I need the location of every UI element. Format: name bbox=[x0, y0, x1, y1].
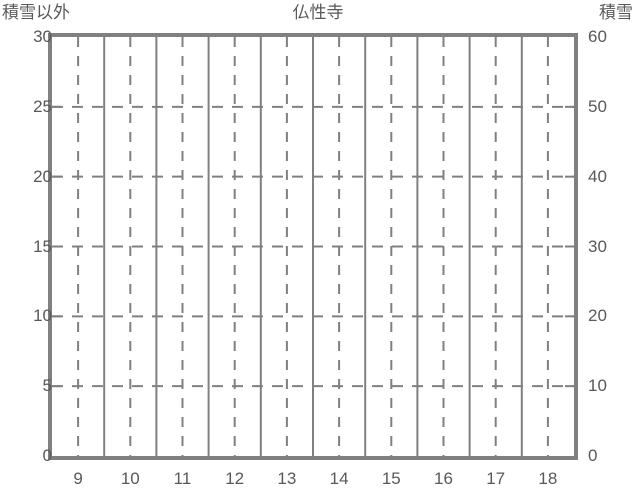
left-tick-25: 25 bbox=[33, 96, 52, 116]
x-tick-14: 14 bbox=[329, 469, 349, 488]
plot-area bbox=[48, 33, 578, 460]
x-tick-13: 13 bbox=[277, 469, 297, 488]
chart-title: 仏性寺 bbox=[292, 3, 344, 22]
right-tick-30: 30 bbox=[588, 236, 607, 256]
left-tick-10: 10 bbox=[33, 306, 52, 326]
x-tick-10: 10 bbox=[120, 469, 140, 488]
right-tick-40: 40 bbox=[588, 166, 607, 186]
x-tick-15: 15 bbox=[381, 469, 401, 488]
x-tick-12: 12 bbox=[225, 469, 245, 488]
x-tick-9: 9 bbox=[73, 469, 83, 488]
left-tick-15: 15 bbox=[33, 236, 52, 256]
x-tick-11: 11 bbox=[173, 469, 192, 488]
x-tick-18: 18 bbox=[538, 469, 558, 488]
left-tick-20: 20 bbox=[33, 166, 52, 186]
plot-grid bbox=[52, 37, 574, 456]
left-tick-30: 30 bbox=[33, 27, 52, 46]
right-axis-title: 積雪 bbox=[599, 3, 633, 22]
right-tick-50: 50 bbox=[588, 96, 607, 116]
left-tick-0: 0 bbox=[42, 446, 52, 465]
right-tick-10: 10 bbox=[588, 376, 607, 396]
x-tick-16: 16 bbox=[434, 469, 453, 488]
right-tick-60: 60 bbox=[588, 27, 607, 46]
left-axis-title: 積雪以外 bbox=[2, 3, 70, 22]
left-tick-5: 5 bbox=[42, 376, 52, 396]
right-tick-20: 20 bbox=[588, 306, 607, 326]
x-tick-17: 17 bbox=[486, 469, 506, 488]
right-tick-0: 0 bbox=[588, 446, 598, 465]
